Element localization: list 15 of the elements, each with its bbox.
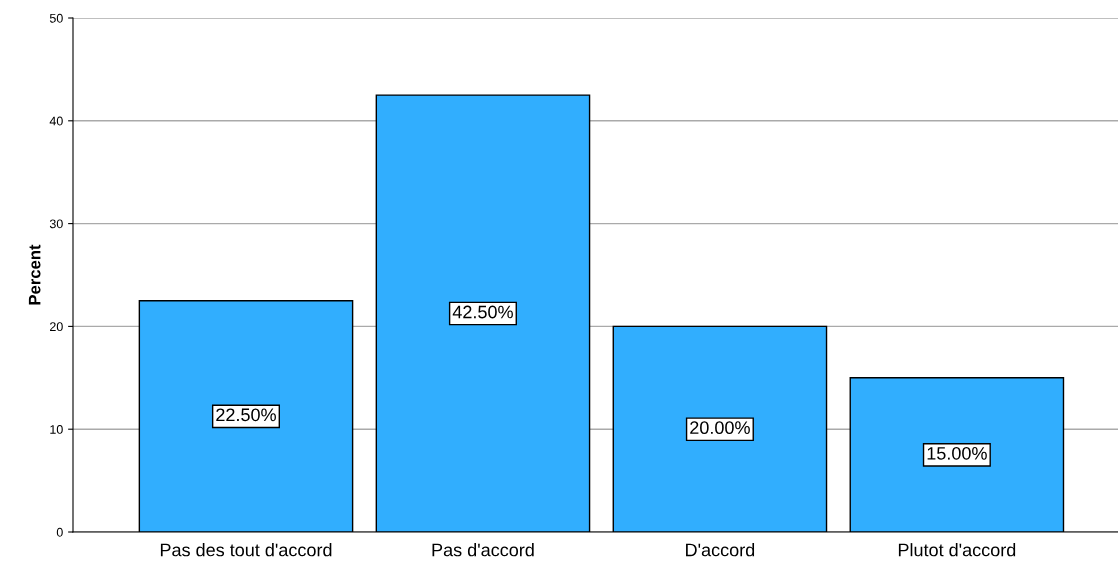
y-tick-label: 50 — [49, 13, 63, 23]
y-tick-label: 20 — [50, 322, 63, 332]
x-tick-label: Plutot d'accord — [898, 543, 1016, 557]
y-axis-title: Percent — [28, 244, 41, 305]
x-tick-label: Pas des tout d'accord — [160, 543, 332, 557]
data-label: 20.00% — [690, 421, 750, 435]
data-label: 22.50% — [216, 408, 276, 422]
y-tick-label: 0 — [56, 527, 63, 537]
y-tick-label: 10 — [50, 425, 63, 434]
x-tick-label: Pas d'accord — [432, 543, 534, 557]
data-label: 15.00% — [927, 446, 987, 460]
y-tick-label: 40 — [49, 116, 63, 126]
y-tick-label: 30 — [49, 219, 63, 229]
x-tick-label: D'accord — [686, 543, 755, 557]
data-label: 42.50% — [452, 305, 513, 319]
